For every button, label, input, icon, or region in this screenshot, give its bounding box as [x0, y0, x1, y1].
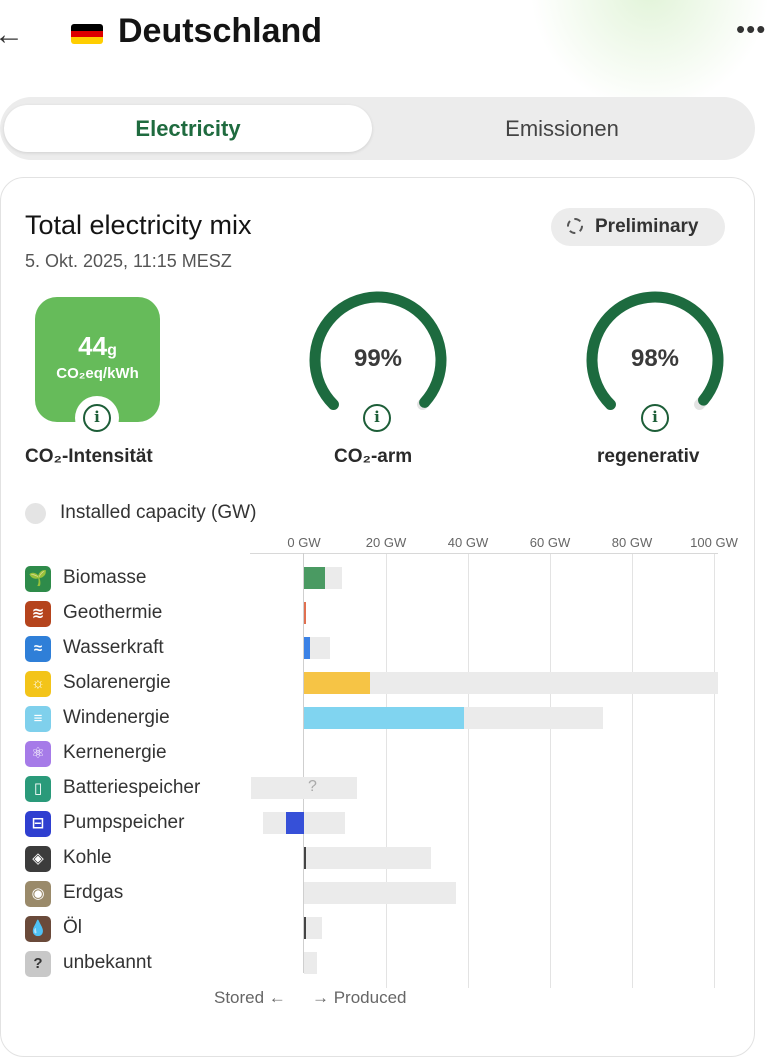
co2-unit: CO₂eq/kWh [56, 365, 139, 382]
capacity-toggle[interactable] [25, 503, 46, 524]
badge-label: Preliminary [595, 216, 699, 237]
stored-label: Stored ← [214, 988, 286, 1007]
grid-line [386, 553, 387, 988]
grid-line [714, 553, 715, 988]
pumped-storage-icon: ⊟ [25, 811, 51, 837]
germany-flag-icon [71, 24, 103, 44]
capacity-bar [304, 917, 323, 939]
low-carbon-value: 99% [353, 345, 403, 372]
header: ← Deutschland ••• [0, 0, 780, 70]
co2-info-button[interactable]: i [79, 400, 115, 436]
row-label-10: Öl [63, 917, 82, 938]
geothermal-icon: ≋ [25, 601, 51, 627]
battery-icon: ▯ [25, 776, 51, 802]
stored-bar [285, 812, 304, 834]
low-carbon-label: CO₂-arm [334, 446, 413, 467]
production-bar [304, 847, 306, 869]
row-label-8: Kohle [63, 847, 112, 868]
capacity-bar [304, 952, 318, 974]
gauge-fill [309, 291, 447, 411]
capacity-bar [304, 637, 330, 659]
back-arrow-icon[interactable]: ← [0, 18, 24, 51]
capacity-bar [304, 847, 432, 869]
solar-icon: ☼ [25, 671, 51, 697]
row-label-7: Pumpspeicher [63, 812, 185, 833]
nuclear-icon: ⚛ [25, 741, 51, 767]
co2-intensity-label: CO₂-Intensität [25, 446, 153, 467]
tab-electricity[interactable]: Electricity [4, 105, 372, 152]
zero-line [303, 553, 304, 973]
row-label-0: Biomasse [63, 567, 147, 588]
info-icon: i [83, 404, 111, 432]
row-label-3: Solarenergie [63, 672, 171, 693]
timestamp: 5. Okt. 2025, 11:15 MESZ [25, 251, 232, 271]
axis-line [250, 553, 718, 554]
capacity-label: Installed capacity (GW) [60, 502, 257, 523]
tab-emissionen[interactable]: Emissionen [505, 116, 619, 141]
grid-line [468, 553, 469, 988]
hydro-icon: ≈ [25, 636, 51, 662]
coal-icon: ◈ [25, 846, 51, 872]
row-label-2: Wasserkraft [63, 637, 164, 658]
grid-line [550, 553, 551, 988]
row-label-5: Kernenergie [63, 742, 167, 763]
dashed-circle-icon [567, 218, 583, 234]
row-label-4: Windenergie [63, 707, 170, 728]
row-label-11: unbekannt [63, 952, 152, 973]
capacity-bar [304, 672, 719, 694]
axis-tick-label: 60 GW [529, 535, 571, 550]
preliminary-badge[interactable]: Preliminary [551, 208, 725, 246]
gauge-fill [586, 291, 724, 411]
renewable-label: regenerativ [597, 446, 700, 467]
production-bar [304, 637, 311, 659]
production-bar [304, 707, 464, 729]
production-bar [304, 672, 370, 694]
production-bar [304, 567, 325, 589]
production-bar [304, 602, 306, 624]
tab-bar: Electricity Emissionen [0, 97, 755, 160]
gas-icon: ◉ [25, 881, 51, 907]
produced-label: → Produced [312, 988, 407, 1007]
card-title: Total electricity mix [25, 210, 252, 240]
more-options-icon[interactable]: ••• [736, 14, 767, 44]
stored-capacity-bar [250, 777, 304, 799]
info-icon: i [641, 404, 669, 432]
low-carbon-gauge [309, 291, 447, 411]
axis-tick-label: 40 GW [447, 535, 489, 550]
capacity-bar [304, 777, 358, 799]
production-bar [304, 917, 306, 939]
row-label-1: Geothermie [63, 602, 163, 623]
row-label-6: Batteriespeicher [63, 777, 201, 798]
page-title: Deutschland [118, 12, 323, 50]
renewable-info-button[interactable]: i [637, 400, 673, 436]
biomass-icon: 🌱 [25, 566, 51, 592]
axis-tick-label: 0 GW [287, 535, 321, 550]
co2-value: 44g [78, 331, 117, 361]
info-icon: i [363, 404, 391, 432]
capacity-bar [304, 812, 345, 834]
background-glow [520, 0, 780, 100]
axis-tick-label: 100 GW [690, 535, 738, 550]
wind-icon: ≡ [25, 706, 51, 732]
unknown-marker: ? [308, 778, 317, 795]
axis-tick-label: 80 GW [611, 535, 653, 550]
row-label-9: Erdgas [63, 882, 124, 903]
capacity-bar [304, 882, 456, 904]
low-carbon-info-button[interactable]: i [359, 400, 395, 436]
renewable-value: 98% [630, 345, 680, 372]
unknown-icon: ? [25, 951, 51, 977]
grid-line [632, 553, 633, 988]
oil-icon: 💧 [25, 916, 51, 942]
axis-tick-label: 20 GW [365, 535, 407, 550]
renewable-gauge [586, 291, 724, 411]
